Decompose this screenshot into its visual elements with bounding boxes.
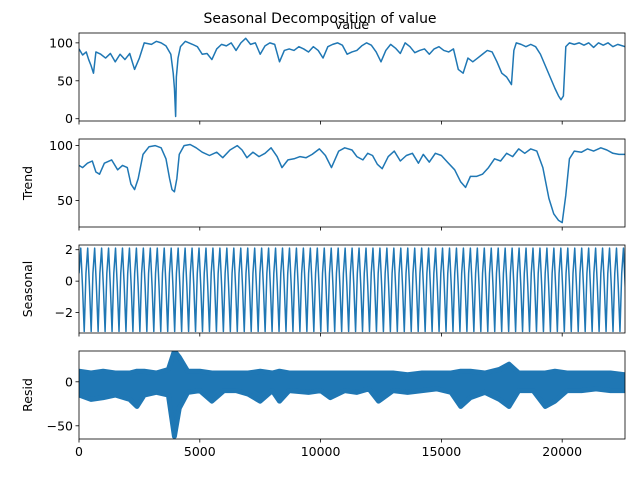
y-axis-label: Seasonal bbox=[20, 261, 35, 318]
axes-frame bbox=[78, 244, 626, 334]
plot-area bbox=[79, 143, 625, 224]
axes-frame bbox=[78, 350, 626, 440]
x-tick-label: 15000 bbox=[422, 444, 462, 459]
x-tick-label: 20000 bbox=[542, 444, 582, 459]
y-axis-label: Resid bbox=[20, 378, 35, 412]
y-tick-label: 50 bbox=[57, 193, 73, 208]
y-tick-label: 100 bbox=[49, 35, 73, 50]
y-tick-label: 0 bbox=[65, 274, 73, 289]
axes-frame bbox=[78, 138, 626, 228]
x-tick-label: 0 bbox=[75, 444, 83, 459]
y-axis-label: Trend bbox=[20, 166, 35, 201]
panel-1: 0 50 100 value bbox=[49, 17, 626, 126]
x-tick-label: 10000 bbox=[301, 444, 341, 459]
y-tick-label: 0 bbox=[65, 374, 73, 389]
y-tick-label: −2 bbox=[55, 305, 73, 320]
panel-2: 50 100 Trend bbox=[20, 138, 626, 231]
panel-3: −2 0 2 Seasonal bbox=[20, 242, 626, 337]
value-line bbox=[79, 37, 625, 118]
y-tick-label: 2 bbox=[65, 242, 73, 257]
panel-title: value bbox=[335, 17, 369, 32]
resid-points bbox=[79, 351, 625, 439]
y-tick-label: 0 bbox=[65, 111, 73, 126]
axes-frame bbox=[78, 32, 626, 122]
y-tick-label: −50 bbox=[47, 418, 73, 433]
y-tick-label: 100 bbox=[49, 138, 73, 153]
seasonal-line bbox=[79, 247, 625, 333]
trend-line bbox=[79, 143, 625, 224]
plot-area bbox=[79, 247, 625, 333]
y-tick-label: 50 bbox=[57, 73, 73, 88]
plot-area bbox=[79, 37, 625, 118]
figure-title: Seasonal Decomposition of value bbox=[203, 11, 436, 27]
plot-area bbox=[79, 351, 625, 439]
x-tick-label: 5000 bbox=[184, 444, 216, 459]
